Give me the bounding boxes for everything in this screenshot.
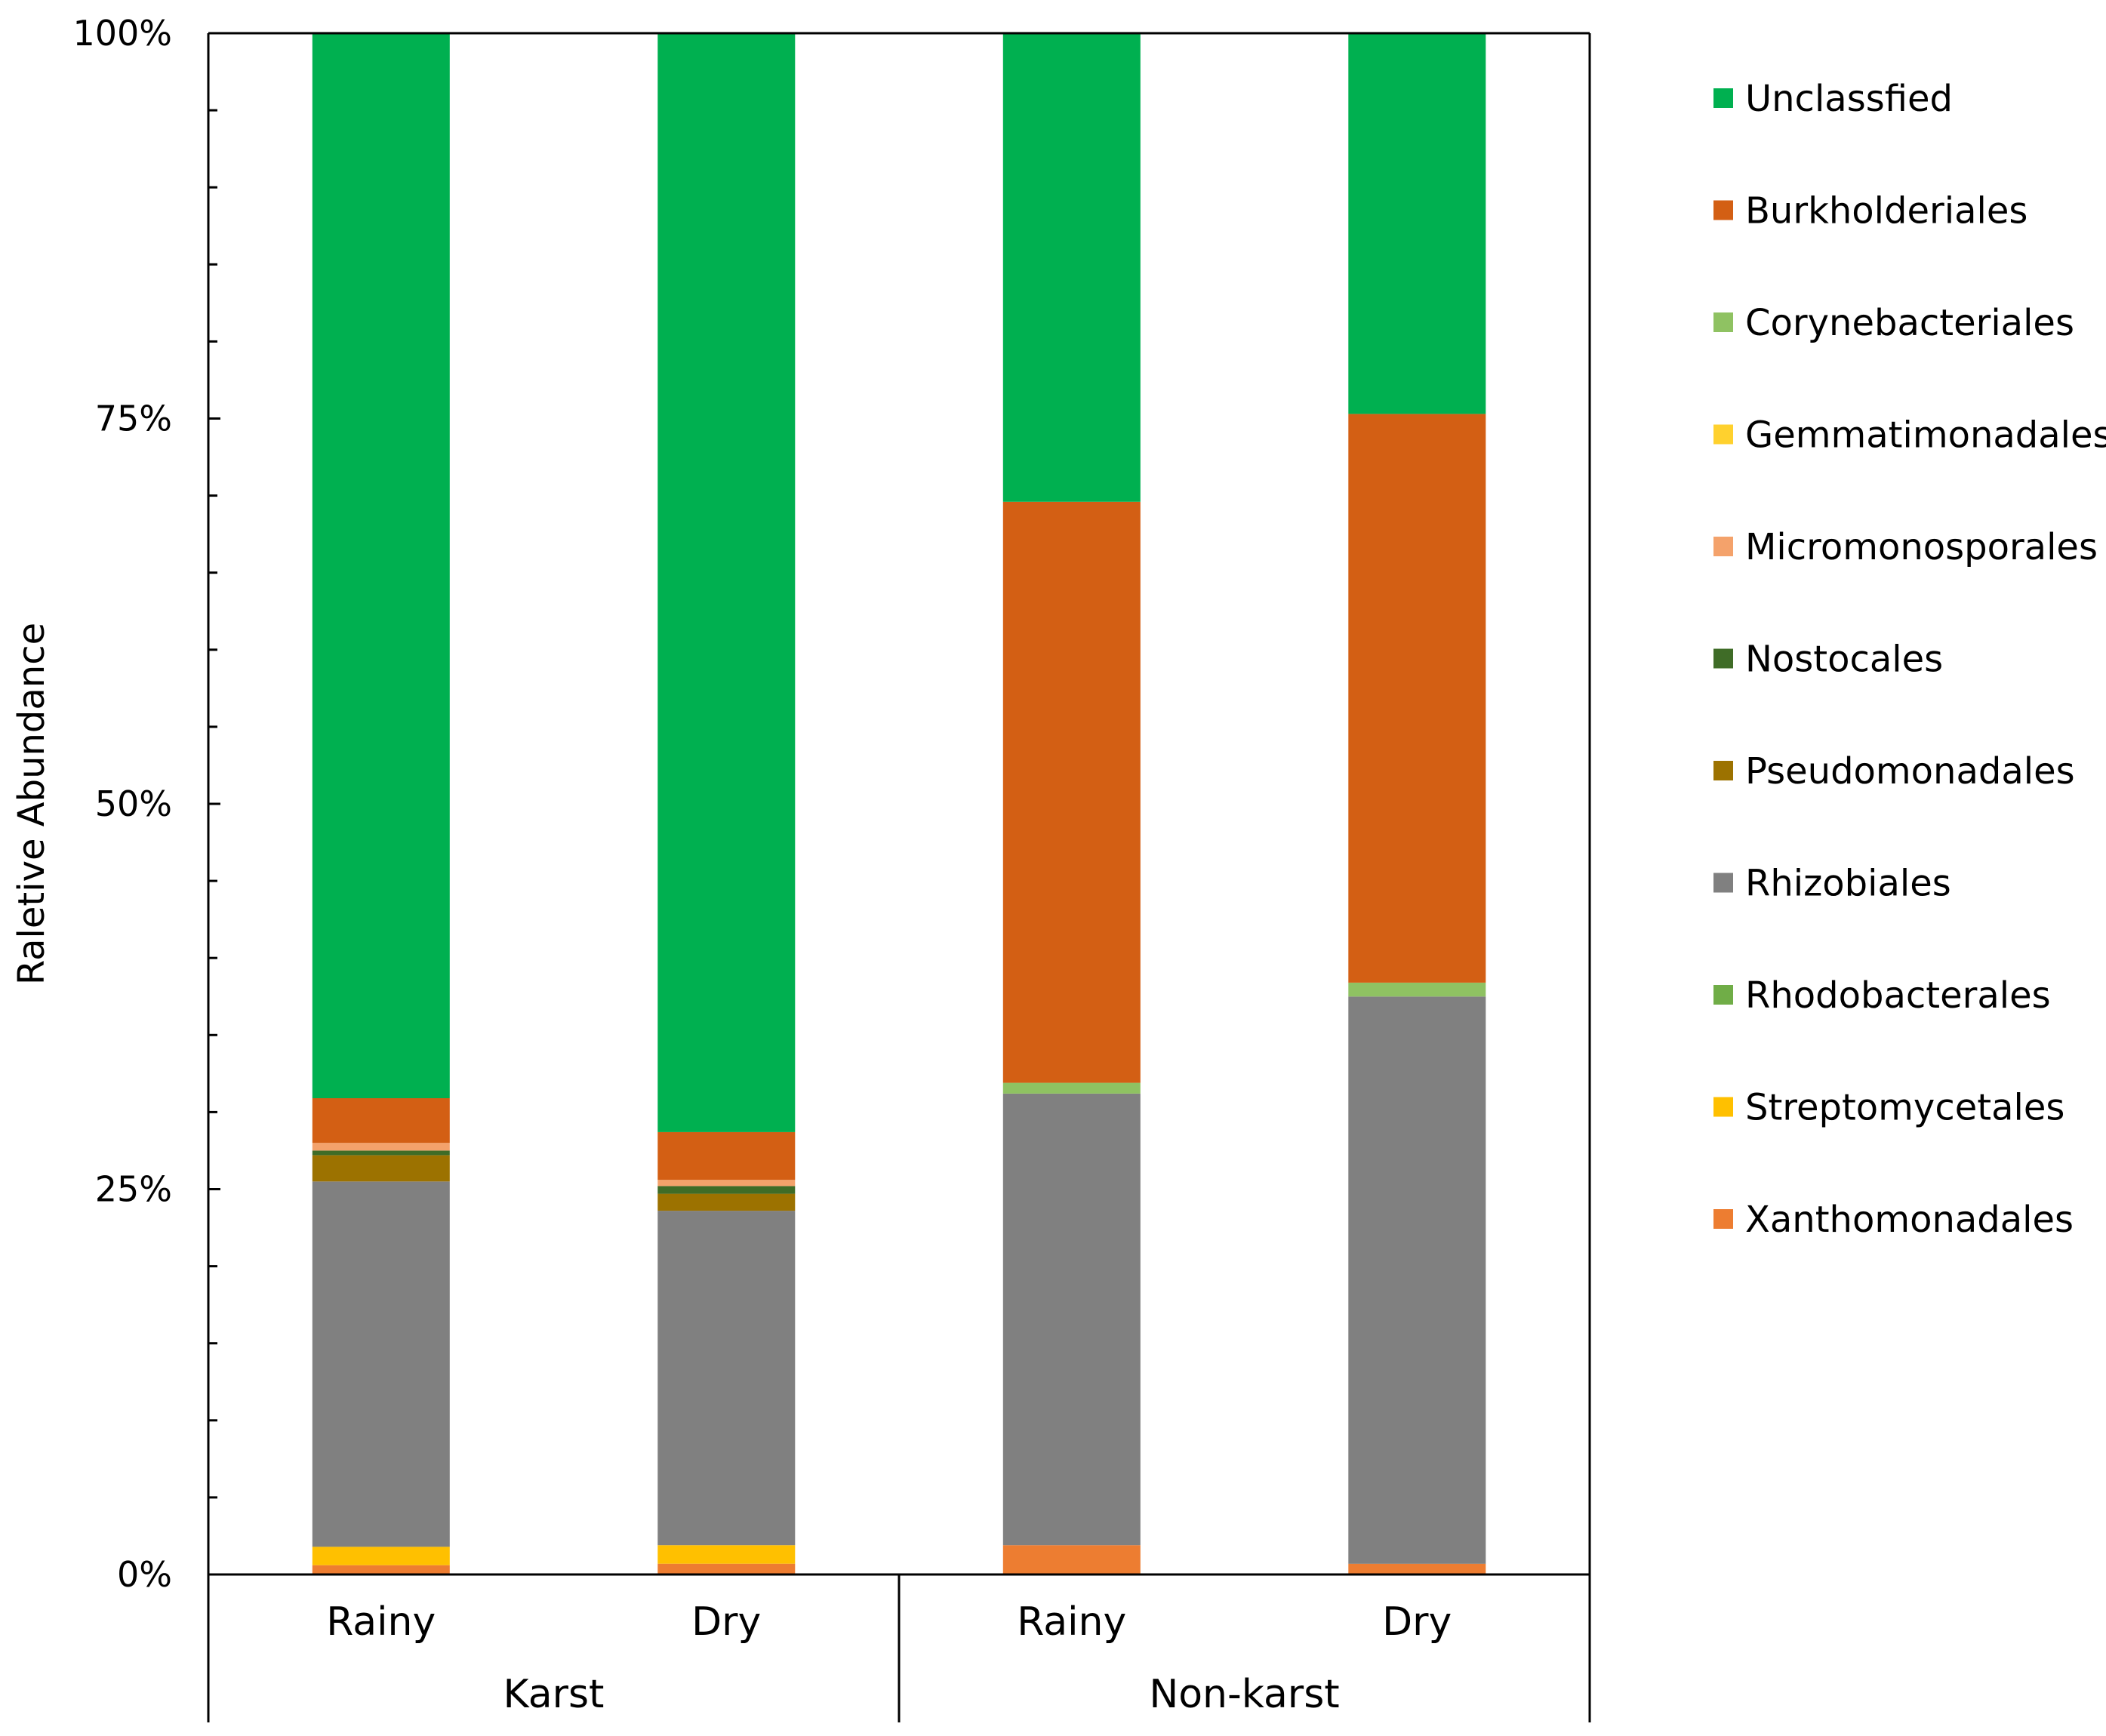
- x-category-label-1: Dry: [691, 1599, 761, 1645]
- x-group-label-0: Karst: [503, 1672, 605, 1717]
- x-category-label-3: Dry: [1382, 1599, 1452, 1645]
- bar-segment-pseudomonadales-0: [312, 1155, 450, 1182]
- y-tick-label-100: 100%: [72, 13, 172, 54]
- bar-segment-streptomycetales-0: [312, 1547, 450, 1565]
- bar-segment-burkholderiales-3: [1348, 414, 1486, 983]
- bar-segment-xanthomonadales-0: [312, 1565, 450, 1574]
- bar-segment-micromonosporales-0: [312, 1143, 450, 1151]
- legend-label-corynebacteriales: Corynebacteriales: [1745, 302, 2074, 344]
- legend-label-gemmatimonadales: Gemmatimonadales: [1745, 414, 2106, 457]
- legend-swatch-rhodobacterales: [1713, 985, 1733, 1005]
- legend-label-rhodobacterales: Rhodobacterales: [1745, 974, 2051, 1017]
- bar-segment-streptomycetales-1: [657, 1545, 796, 1564]
- legend-label-burkholderiales: Burkholderiales: [1745, 190, 2027, 232]
- legend-label-unclassfied: Unclassfied: [1745, 78, 1953, 120]
- bar-segment-rhizobiales-2: [1002, 1093, 1141, 1546]
- y-tick-label-50: 50%: [95, 783, 172, 824]
- x-group-label-1: Non-karst: [1149, 1672, 1339, 1717]
- bar-segment-burkholderiales-0: [312, 1098, 450, 1143]
- bar-segment-burkholderiales-2: [1002, 501, 1141, 1083]
- bar-segment-unclassfied-2: [1002, 33, 1141, 502]
- legend-swatch-pseudomonadales: [1713, 761, 1733, 780]
- legend-swatch-rhizobiales: [1713, 873, 1733, 893]
- x-category-label-2: Rainy: [1017, 1599, 1126, 1645]
- y-axis-title: Raletive Abundance: [11, 623, 53, 985]
- y-tick-label-0: 0%: [117, 1554, 172, 1595]
- legend-label-streptomycetales: Streptomycetales: [1745, 1087, 2064, 1129]
- bar-segment-unclassfied-0: [312, 33, 450, 1098]
- bar-segment-burkholderiales-1: [657, 1131, 796, 1180]
- legend-swatch-unclassfied: [1713, 88, 1733, 108]
- bar-segment-micromonosporales-1: [657, 1180, 796, 1187]
- legend-label-pseudomonadales: Pseudomonadales: [1745, 750, 2075, 793]
- bar-segment-xanthomonadales-1: [657, 1563, 796, 1574]
- bar-segment-xanthomonadales-2: [1002, 1545, 1141, 1574]
- legend: Unclassfied Burkholderiales Corynebacteria…: [1713, 78, 2106, 1241]
- legend-label-xanthomonadales: Xanthomonadales: [1745, 1199, 2074, 1241]
- bar-segment-rhizobiales-1: [657, 1211, 796, 1546]
- x-labels-layer: Rainy Dry Rainy Dry Karst Non-karst: [326, 1599, 1452, 1717]
- legend-swatch-nostocales: [1713, 648, 1733, 669]
- legend-label-rhizobiales: Rhizobiales: [1745, 863, 1951, 905]
- axes-layer: [207, 32, 1591, 1722]
- bar-segment-corynebacteriales-3: [1348, 982, 1486, 997]
- bar-segment-unclassfied-3: [1348, 33, 1486, 414]
- legend-label-micromonosporales: Micromonosporales: [1745, 526, 2098, 568]
- legend-swatch-micromonosporales: [1713, 537, 1733, 556]
- legend-swatch-streptomycetales: [1713, 1097, 1733, 1117]
- y-ticks-layer: 0% 25% 50% 75% 100%: [72, 13, 220, 1595]
- legend-swatch-xanthomonadales: [1713, 1209, 1733, 1229]
- legend-label-nostocales: Nostocales: [1745, 639, 1943, 681]
- bar-segment-nostocales-1: [657, 1186, 796, 1194]
- legend-swatch-gemmatimonadales: [1713, 424, 1733, 445]
- y-tick-label-75: 75%: [95, 399, 172, 439]
- bar-segment-xanthomonadales-3: [1348, 1563, 1486, 1574]
- bar-segment-rhizobiales-3: [1348, 996, 1486, 1564]
- bar-segment-rhizobiales-0: [312, 1181, 450, 1547]
- bar-segment-corynebacteriales-2: [1002, 1082, 1141, 1094]
- x-category-label-0: Rainy: [326, 1599, 436, 1645]
- bars-layer: [312, 33, 1486, 1574]
- y-tick-label-25: 25%: [95, 1169, 172, 1210]
- legend-swatch-burkholderiales: [1713, 200, 1733, 220]
- bar-segment-unclassfied-1: [657, 33, 796, 1132]
- bar-segment-nostocales-0: [312, 1150, 450, 1156]
- legend-swatch-corynebacteriales: [1713, 312, 1733, 332]
- bar-segment-pseudomonadales-1: [657, 1193, 796, 1211]
